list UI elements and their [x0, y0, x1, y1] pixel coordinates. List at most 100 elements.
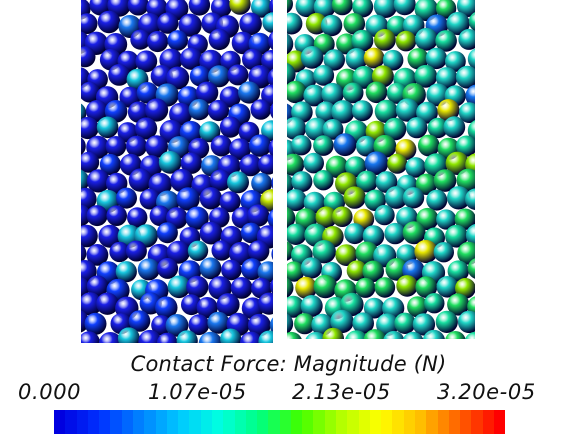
particle [287, 313, 294, 334]
particle [427, 117, 449, 139]
colorbar-step [324, 410, 337, 434]
particle [287, 80, 307, 104]
particle [435, 0, 457, 19]
particle [149, 205, 171, 226]
particle [291, 171, 313, 193]
particle [445, 51, 466, 72]
colorbar-step [99, 410, 111, 434]
particle [135, 50, 158, 73]
particle [305, 117, 329, 141]
particle [229, 138, 251, 161]
particle [251, 172, 273, 194]
particle [199, 221, 223, 245]
colorbar-tick-min: 0.000 [18, 380, 82, 404]
particle [287, 223, 307, 245]
particle [374, 204, 395, 226]
colorbar-step [155, 410, 167, 434]
particle [169, 102, 193, 126]
particle [210, 135, 233, 157]
particle [167, 275, 191, 299]
particle [287, 0, 293, 14]
particle [229, 0, 251, 15]
colorbar-tick-2: 1.07e-05 [148, 380, 247, 404]
particle [333, 133, 357, 157]
particle [303, 84, 326, 107]
particle [81, 46, 96, 68]
particle [373, 0, 398, 18]
particle [267, 68, 273, 88]
particle [176, 187, 200, 211]
particle [127, 101, 150, 123]
particle [186, 275, 209, 298]
particle [115, 261, 137, 283]
particle [239, 331, 263, 343]
particle [247, 204, 270, 227]
particle [383, 117, 407, 141]
colorbar-step [110, 410, 122, 434]
particle [287, 33, 294, 55]
colorbar-step [87, 410, 100, 434]
particle [185, 206, 209, 230]
particle [300, 46, 324, 69]
colorbar-step [65, 410, 77, 434]
colorbar-step [290, 410, 303, 434]
particle [467, 258, 475, 279]
particle [267, 209, 273, 229]
particle [454, 208, 475, 230]
particle [415, 27, 438, 51]
particle [374, 99, 398, 123]
particle [291, 135, 312, 156]
particle [198, 331, 223, 343]
particle [81, 331, 100, 343]
particle [145, 135, 168, 159]
particle [437, 99, 460, 122]
particle [402, 187, 425, 209]
particle [98, 332, 122, 343]
colorbar-step [493, 410, 506, 434]
particle [229, 241, 253, 266]
particle [433, 169, 457, 192]
particle [345, 156, 367, 178]
particle [300, 257, 323, 279]
particle [166, 240, 190, 264]
particle [382, 49, 404, 71]
particle [179, 120, 203, 144]
particle [135, 117, 158, 140]
particle [231, 31, 255, 55]
particle [158, 151, 182, 174]
particle [81, 13, 98, 34]
particle [416, 101, 438, 124]
particle [465, 223, 475, 247]
particle [364, 151, 389, 175]
particle [248, 240, 270, 262]
particle [386, 82, 408, 104]
particle [199, 121, 221, 143]
particle [136, 82, 159, 104]
particle [457, 310, 475, 334]
particle [415, 276, 438, 298]
particle [445, 151, 469, 175]
particle [456, 168, 475, 193]
particle [384, 222, 406, 245]
particle [96, 292, 119, 315]
particle [351, 100, 373, 122]
particle [295, 0, 318, 18]
particle [230, 277, 253, 299]
particle [387, 153, 408, 174]
colorbar-step [54, 410, 66, 434]
colorbar-step [336, 410, 348, 434]
particle [313, 65, 335, 86]
particle [248, 134, 272, 157]
particle [86, 205, 108, 227]
particle [468, 12, 475, 32]
colorbar-step [302, 410, 314, 434]
particle [86, 244, 109, 266]
particle [97, 10, 121, 34]
colorbar-step [76, 410, 88, 434]
colorbar-step [448, 410, 461, 434]
particle [295, 276, 318, 299]
particle [269, 279, 273, 294]
colorbar-step [166, 410, 179, 434]
particle [211, 240, 232, 261]
particle [445, 331, 466, 339]
